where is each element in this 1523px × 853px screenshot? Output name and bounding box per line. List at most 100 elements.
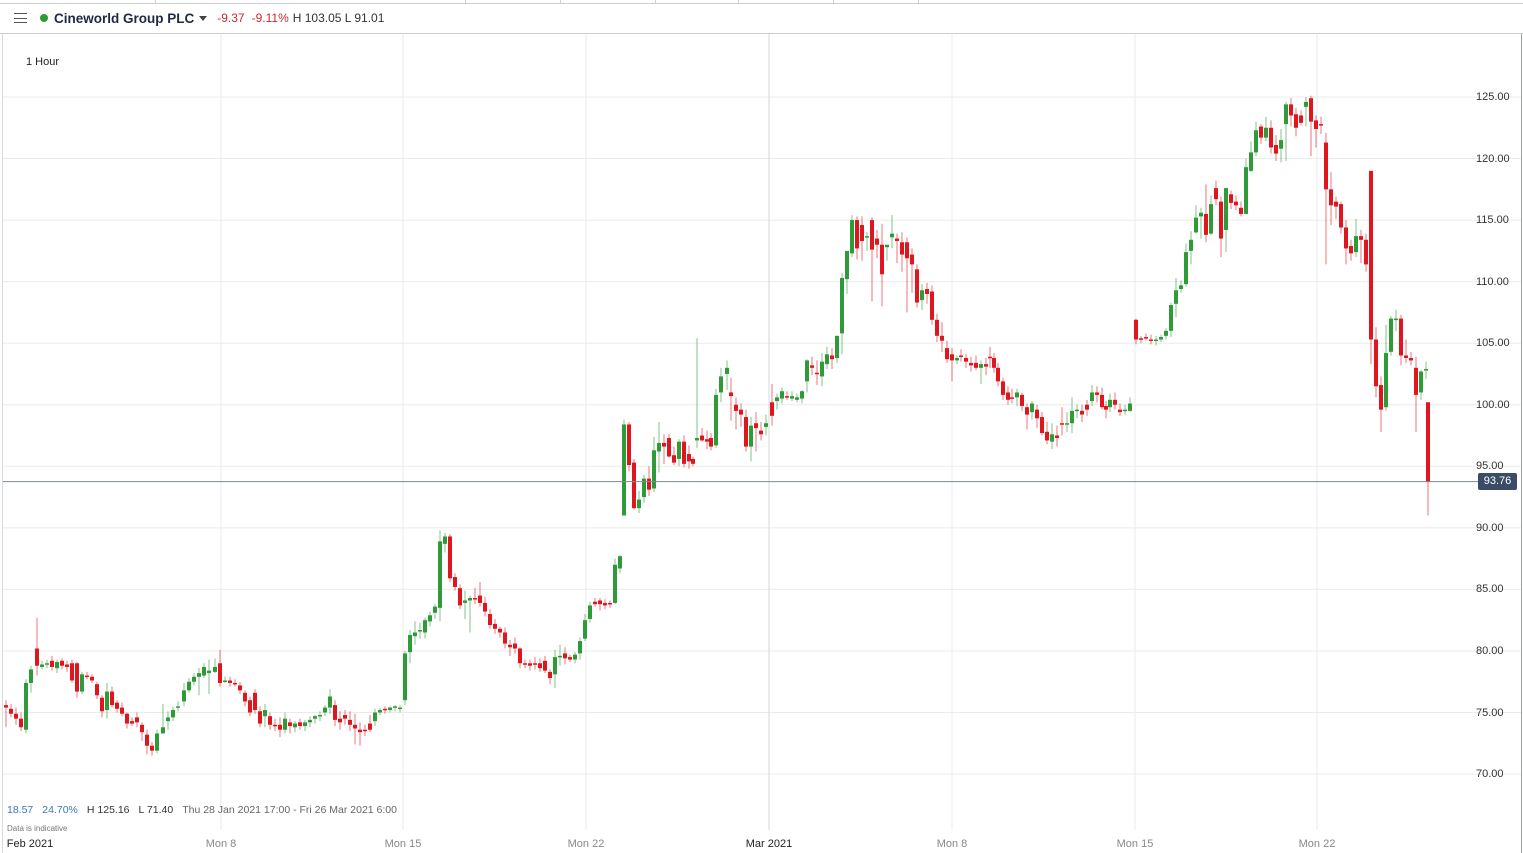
candle-up — [1384, 353, 1388, 408]
x-tick-label: Mon 8 — [936, 838, 968, 850]
candle-down — [1294, 114, 1298, 128]
candle-down — [238, 685, 242, 691]
candle-down — [273, 724, 277, 727]
period-change-percent: 24.70% — [42, 804, 78, 816]
candle-down — [940, 335, 944, 341]
candle-up — [795, 397, 799, 400]
candle-down — [705, 439, 709, 442]
candle-down — [1139, 338, 1143, 340]
candle-up — [418, 630, 422, 632]
candle-up — [955, 357, 959, 361]
candle-down — [478, 595, 482, 603]
candle-down — [1214, 188, 1218, 200]
candle-down — [1399, 318, 1403, 356]
candle-down — [974, 362, 978, 368]
candle-down — [568, 657, 572, 660]
y-tick-label: 70.00 — [1476, 768, 1504, 781]
candle-up — [588, 605, 592, 619]
candle-up — [642, 478, 646, 498]
hamburger-menu-icon[interactable] — [14, 13, 27, 23]
candle-down — [672, 455, 676, 463]
candle-up — [438, 541, 442, 608]
candle-down — [150, 745, 154, 751]
candle-up — [1199, 212, 1203, 217]
candle-up — [1128, 403, 1132, 411]
current-price-badge: 93.76 — [1478, 473, 1517, 490]
candle-up — [1209, 204, 1213, 234]
candle-up — [303, 722, 307, 727]
interval-label[interactable]: 1 Hour — [26, 56, 60, 68]
x-tick-label: Mon 22 — [1298, 838, 1336, 850]
candle-up — [1015, 392, 1019, 398]
candle-down — [543, 660, 547, 671]
candle-up — [1279, 140, 1283, 149]
candle-down — [268, 716, 272, 725]
candle-down — [140, 724, 144, 733]
candle-down — [258, 711, 262, 724]
candle-down — [1414, 367, 1418, 395]
instrument-selector[interactable]: Cineworld Group PLC — [54, 10, 195, 26]
candle-down — [1344, 227, 1348, 249]
candle-down — [35, 648, 39, 666]
candle-down — [19, 718, 23, 728]
candle-down — [338, 718, 342, 723]
candle-down — [60, 660, 64, 666]
candle-down — [1045, 431, 1049, 441]
candle-up — [171, 710, 175, 718]
candle-down — [75, 663, 79, 692]
candle-up — [313, 716, 317, 719]
x-tick-label: Mar 2021 — [745, 838, 793, 850]
candle-down — [453, 577, 457, 587]
candle-down — [333, 705, 337, 720]
candle-up — [443, 536, 447, 544]
candle-up — [835, 335, 839, 358]
candle-up — [845, 250, 849, 280]
candle-down — [548, 671, 552, 679]
candle-down — [915, 269, 919, 303]
candle-down — [1204, 213, 1208, 235]
candle-up — [657, 442, 661, 452]
y-tick-label: 125.00 — [1476, 91, 1510, 103]
candle-down — [855, 220, 859, 249]
candle-down — [744, 417, 748, 447]
candle-down — [830, 355, 834, 360]
candle-down — [1274, 145, 1278, 154]
candle-up — [192, 676, 196, 682]
candle-down — [969, 362, 973, 366]
candle-down — [353, 724, 357, 729]
candle-up — [885, 244, 889, 248]
candle-down — [233, 682, 237, 685]
candle-up — [618, 556, 622, 569]
candle-down — [1369, 170, 1373, 340]
tab-divider — [560, 0, 561, 3]
candle-down — [1374, 339, 1378, 387]
y-tick-label: 115.00 — [1476, 214, 1509, 227]
candle-up — [1304, 101, 1308, 107]
high-low: H 103.05 L 91.01 — [292, 11, 385, 25]
candle-up — [677, 441, 681, 459]
candle-down — [593, 601, 597, 605]
candle-up — [578, 641, 582, 654]
candle-up — [714, 394, 718, 446]
candle-down — [1239, 207, 1243, 214]
candle-down — [145, 734, 149, 746]
candle-down — [810, 365, 814, 368]
candle-up — [1030, 403, 1034, 413]
candle-up — [197, 673, 201, 677]
candle-up — [1394, 318, 1398, 321]
chevron-down-icon[interactable] — [199, 15, 208, 21]
candle-down — [1113, 399, 1117, 405]
candle-up — [1424, 369, 1428, 371]
candle-down — [503, 632, 507, 644]
candle-down — [458, 588, 462, 606]
market-open-status-icon — [40, 14, 48, 22]
candle-down — [1379, 385, 1383, 410]
candle-down — [682, 441, 686, 464]
candle-up — [373, 712, 377, 722]
candle-down — [1095, 392, 1099, 395]
candle-down — [563, 653, 567, 659]
period-low: L 71.40 — [138, 804, 174, 816]
candle-down — [632, 462, 636, 509]
candle-up — [1108, 399, 1112, 408]
